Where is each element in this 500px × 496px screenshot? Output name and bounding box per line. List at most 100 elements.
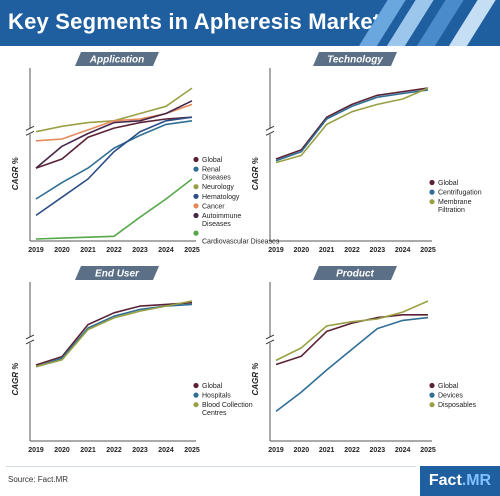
x-tick-label: 2021 xyxy=(319,247,335,254)
series-line xyxy=(275,89,429,162)
legend-label-line: Autoimmune xyxy=(202,213,241,220)
x-tick-label: 2020 xyxy=(54,447,70,454)
x-tick-label: 2025 xyxy=(420,447,436,454)
legend-label-line: Blood Collection xyxy=(202,402,253,409)
axis-break-mark xyxy=(25,339,35,345)
series-line xyxy=(35,100,193,169)
legend-swatch xyxy=(193,156,199,163)
legend-label: Blood Collection Centres xyxy=(202,402,253,417)
x-tick-label: 2019 xyxy=(28,447,44,454)
legend-label: Renal Diseases xyxy=(202,167,231,182)
legend-label: Global xyxy=(438,383,459,390)
legend-label: Neurology xyxy=(202,184,234,191)
series-line xyxy=(275,313,428,366)
x-tick-label: 2022 xyxy=(344,247,360,254)
x-tick-label: 2025 xyxy=(184,447,200,454)
axis-break-gap xyxy=(26,128,34,135)
legend-swatch xyxy=(193,184,199,190)
series-line xyxy=(35,178,193,240)
logo-suffix: .MR xyxy=(461,472,492,489)
chart-title: End User xyxy=(95,269,140,280)
charts-canvas: Application CAGR % 2019 2020 2021 2022 2023 202… xyxy=(11,52,482,454)
chart-title: Application xyxy=(89,55,144,66)
legend-swatch xyxy=(429,199,435,205)
legend-label-line: Membrane xyxy=(438,199,472,206)
series-line xyxy=(275,300,429,362)
x-tick-label: 2023 xyxy=(132,447,148,454)
series-line xyxy=(35,300,193,368)
footer-divider xyxy=(6,466,416,467)
legend-label: Cancer xyxy=(202,203,225,210)
legend-label-line: Filtration xyxy=(438,207,465,214)
series-line xyxy=(275,87,429,164)
legend-swatch xyxy=(429,402,435,408)
chart-title-tag xyxy=(313,52,397,66)
axis-break-mark xyxy=(25,130,35,136)
axis-break-mark xyxy=(265,130,275,136)
legend-swatch xyxy=(429,392,435,398)
series-line xyxy=(35,116,193,169)
chart-title: Product xyxy=(336,269,374,280)
y-axis-label: CAGR % xyxy=(11,363,20,396)
x-tick-label: 2023 xyxy=(370,247,386,254)
x-tick-label: 2024 xyxy=(395,247,411,254)
x-tick-label: 2024 xyxy=(158,247,174,254)
legend-label-line: Cardiovascular Diseases xyxy=(202,239,280,246)
source-note: Source: Fact.MR xyxy=(8,475,69,484)
series-line xyxy=(275,316,429,413)
x-tick-label: 2019 xyxy=(28,247,44,254)
series-line xyxy=(275,87,429,160)
x-tick-label: 2025 xyxy=(420,247,436,254)
chart-title: Technology xyxy=(327,55,383,66)
series-line xyxy=(35,120,193,200)
x-tick-label: 2023 xyxy=(132,247,148,254)
legend-label: Hematology xyxy=(202,194,240,201)
x-tick-label: 2020 xyxy=(294,447,310,454)
legend-label-line: Centres xyxy=(202,410,227,417)
x-tick-label: 2021 xyxy=(80,447,96,454)
x-tick-label: 2019 xyxy=(268,247,284,254)
chart-title-tag xyxy=(313,266,397,280)
x-tick-label: 2022 xyxy=(106,247,122,254)
legend-swatch xyxy=(193,230,199,236)
legend-swatch xyxy=(193,402,199,408)
legend-swatch xyxy=(193,166,199,172)
series-line xyxy=(35,301,193,366)
y-axis-label: CAGR % xyxy=(251,363,260,396)
legend-label: Disposables xyxy=(438,402,477,409)
x-tick-label: 2020 xyxy=(294,247,310,254)
chart-3: Product CAGR % 2019 2020 2021 2022 2023 2024 202… xyxy=(251,266,477,454)
series-line xyxy=(35,87,193,133)
legend-swatch xyxy=(193,382,199,389)
legend-swatch xyxy=(193,392,199,398)
legend-label-line: Diseases xyxy=(202,175,231,182)
legend-swatch xyxy=(193,203,199,209)
x-tick-label: 2024 xyxy=(158,447,174,454)
chart-2: End User CAGR % 2019 2020 2021 2022 2023 2024 20… xyxy=(11,266,253,454)
axis-break-mark xyxy=(265,125,275,131)
x-tick-label: 2022 xyxy=(106,447,122,454)
x-tick-label: 2021 xyxy=(80,247,96,254)
x-tick-label: 2023 xyxy=(370,447,386,454)
x-tick-label: 2024 xyxy=(395,447,411,454)
x-tick-label: 2019 xyxy=(268,447,284,454)
header-banner: Key Segments in Apheresis Market xyxy=(0,0,500,46)
series-line xyxy=(35,116,193,217)
legend-swatch xyxy=(429,179,435,186)
legend-label: Centrifugation xyxy=(438,190,482,197)
legend-label: Membrane Filtration xyxy=(438,199,472,214)
legend-label: Global xyxy=(202,157,223,164)
axis-break-gap xyxy=(26,336,34,343)
legend-label: Autoimmune Diseases xyxy=(202,213,241,228)
x-tick-label: 2022 xyxy=(344,447,360,454)
factmr-logo: Fact.MR xyxy=(420,466,500,496)
chart-0: Application CAGR % 2019 2020 2021 2022 2023 202… xyxy=(11,52,280,254)
legend-label: Hospitals xyxy=(202,393,231,400)
x-tick-label: 2021 xyxy=(319,447,335,454)
chart-title-tag xyxy=(75,266,159,280)
legend-label: Global xyxy=(202,383,223,390)
legend-swatch xyxy=(193,193,199,199)
legend-swatch xyxy=(429,382,435,389)
y-axis-label: CAGR % xyxy=(251,157,260,190)
legend-label: Global xyxy=(438,180,459,187)
